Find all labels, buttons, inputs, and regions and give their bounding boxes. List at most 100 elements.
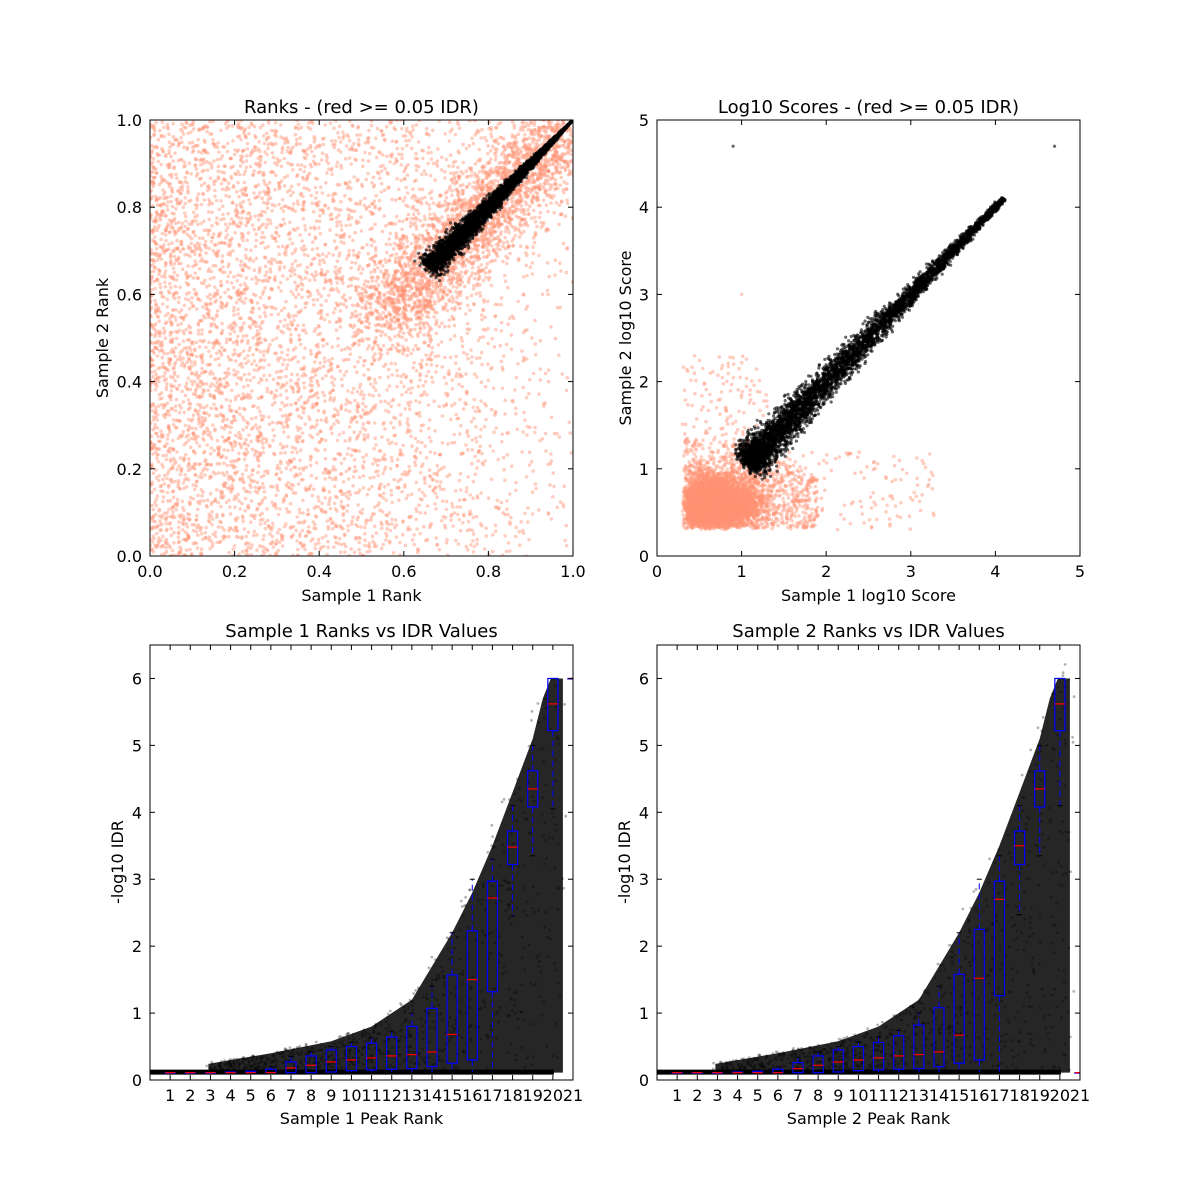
scatter-point-fail <box>429 217 434 221</box>
scatter-point-fail <box>267 275 271 280</box>
scatter-point-fail <box>322 317 327 322</box>
scatter-point-fail <box>256 170 261 175</box>
scatter-point-fail <box>307 232 312 237</box>
scatter-point-fail <box>210 210 214 215</box>
scatter-point-fail <box>335 223 339 228</box>
scatter-point-fail <box>291 314 295 318</box>
scatter-point-fail <box>191 304 196 308</box>
scatter-point-fail <box>214 388 218 393</box>
scatter-point-fail <box>215 540 219 545</box>
scatter-point-fail <box>364 453 369 457</box>
scatter-point-fail <box>381 132 386 137</box>
scatter-point-fail <box>239 158 243 162</box>
scatter-point-fail <box>270 257 274 261</box>
scatter-point-fail <box>249 546 253 550</box>
scatter-point-fail <box>327 279 331 283</box>
scatter-point-fail <box>390 197 394 202</box>
scatter-point-fail <box>277 466 282 471</box>
scatter-point-fail <box>294 327 298 331</box>
scatter-point-fail <box>198 252 202 257</box>
scatter-point-fail <box>186 533 191 538</box>
scatter-point-fail <box>357 547 361 552</box>
scatter-point-fail <box>186 282 191 287</box>
scatter-point-fail <box>279 308 284 313</box>
scatter-point-fail <box>417 187 422 192</box>
scatter-point-fail <box>209 539 214 543</box>
scatter-point-fail <box>532 240 537 245</box>
scatter-point-fail <box>295 425 300 429</box>
scatter-point-fail <box>489 283 494 288</box>
scatter-point-fail <box>281 209 286 214</box>
scatter-point-fail <box>268 553 272 556</box>
scatter-point-fail <box>441 514 446 519</box>
scatter-point-fail <box>219 345 224 350</box>
scatter-point-fail <box>289 467 293 472</box>
scatter-point-fail <box>388 326 393 331</box>
scatter-point-fail <box>150 341 155 346</box>
scatter-point-fail <box>247 132 251 136</box>
scatter-point-fail <box>263 255 268 260</box>
scatter-point-fail <box>241 191 245 196</box>
scatter-point-fail <box>202 438 206 443</box>
scatter-point-fail <box>411 187 415 191</box>
scatter-point-fail <box>206 519 211 523</box>
scatter-point-fail <box>373 459 378 464</box>
scatter-point-fail <box>504 342 509 347</box>
scatter-point-fail <box>316 345 320 350</box>
scatter-point-fail <box>354 522 358 527</box>
scatter-point-fail <box>415 208 420 213</box>
scatter-point-fail <box>336 268 341 273</box>
scatter-point-fail <box>301 407 306 411</box>
scatter-point-fail <box>244 287 249 292</box>
scatter-point-fail <box>528 425 532 430</box>
scatter-point-fail <box>183 224 187 229</box>
scatter-point-fail <box>427 484 432 489</box>
scatter-point-fail <box>171 121 175 126</box>
scatter-point-fail <box>196 321 200 326</box>
scatter-point-fail <box>175 238 179 243</box>
scatter-point-fail <box>155 258 160 262</box>
scatter-point-fail <box>240 396 244 401</box>
scatter-point-fail <box>458 432 462 436</box>
scatter-point-fail <box>201 125 206 130</box>
scatter-point-fail <box>355 435 360 439</box>
scatter-point-fail <box>177 464 181 468</box>
scatter-point-fail <box>161 495 166 499</box>
scatter-point-fail <box>255 506 260 511</box>
scatter-point-fail <box>216 234 221 239</box>
scatter-point-fail <box>345 133 349 137</box>
scatter-point-fail <box>426 344 431 348</box>
scatter-point-fail <box>443 132 448 136</box>
scatter-point-fail <box>330 356 335 361</box>
scatter-point-fail <box>210 224 214 228</box>
scatter-point-fail <box>429 439 433 444</box>
scatter-point-fail <box>230 419 234 424</box>
scatter-point-fail <box>412 533 416 537</box>
scatter-point-fail <box>318 439 323 444</box>
scatter-point-fail <box>198 298 203 303</box>
scatter-point-fail <box>365 435 370 440</box>
scatter-point-fail <box>214 250 219 255</box>
scatter-point-fail <box>384 521 389 526</box>
scatter-point-fail <box>495 236 499 241</box>
scatter-point-fail <box>175 336 179 341</box>
scatter-point-fail <box>342 232 347 236</box>
scatter-point-fail <box>281 274 285 278</box>
scatter-point-fail <box>237 393 241 398</box>
scatter-point-fail <box>342 492 347 496</box>
scatter-point-fail <box>225 301 229 306</box>
scatter-point-fail <box>248 164 253 169</box>
scatter-point-fail <box>236 292 240 296</box>
scatter-point-fail <box>247 475 251 479</box>
scatter-point-fail <box>395 368 399 373</box>
scatter-point-fail <box>180 158 184 162</box>
scatter-point-fail <box>388 242 392 247</box>
scatter-point-fail <box>175 450 179 454</box>
scatter-point-fail <box>152 259 157 264</box>
scatter-point-fail <box>155 426 160 430</box>
scatter-point-fail <box>155 453 159 457</box>
scatter-point-fail <box>291 202 296 206</box>
scatter-point-fail <box>185 145 190 150</box>
scatter-point-fail <box>329 212 334 216</box>
scatter-point-fail <box>428 325 432 330</box>
